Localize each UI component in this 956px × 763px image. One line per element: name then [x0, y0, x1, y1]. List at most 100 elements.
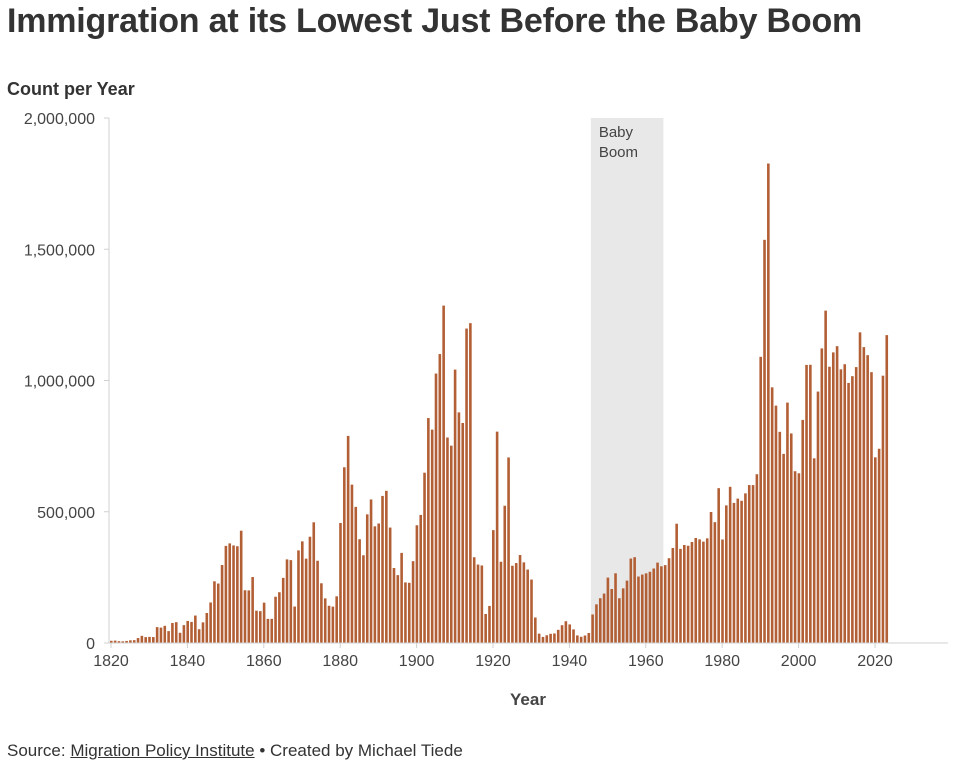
- bar-1971: [686, 545, 690, 643]
- bar-1908: [446, 437, 449, 643]
- bar-1987: [747, 485, 751, 643]
- bar-1997: [786, 402, 789, 643]
- bar-1881: [343, 467, 346, 643]
- bar-1864: [278, 592, 281, 643]
- bar-1977: [709, 511, 713, 643]
- bar-1849: [220, 565, 224, 643]
- bar-1922: [499, 561, 503, 643]
- bar-1890: [377, 523, 380, 643]
- y-tick-label: 2,000,000: [24, 111, 95, 128]
- bar-1944: [583, 635, 587, 643]
- bar-1863: [274, 596, 277, 643]
- bar-1936: [553, 633, 556, 643]
- bar-1829: [144, 637, 147, 643]
- bar-1856: [247, 590, 251, 643]
- y-tick-label: 500,000: [37, 505, 95, 522]
- bar-1935: [549, 633, 552, 643]
- bar-1934: [545, 635, 549, 643]
- bar-1826: [132, 640, 136, 643]
- bar-1943: [579, 636, 583, 643]
- bar-1998: [789, 433, 793, 643]
- y-tick-label: 1,500,000: [24, 242, 95, 259]
- bar-1916: [476, 564, 480, 643]
- bar-1927: [518, 555, 522, 643]
- bar-2006: [820, 348, 824, 643]
- bar-1928: [522, 562, 526, 643]
- y-tick-label: 0: [86, 636, 95, 653]
- bar-1888: [369, 499, 373, 643]
- bar-1951: [610, 589, 614, 643]
- bar-1961: [648, 571, 652, 643]
- bar-1949: [602, 593, 606, 643]
- bar-1931: [534, 617, 537, 643]
- bar-1991: [763, 239, 766, 643]
- bar-1898: [407, 582, 411, 643]
- immigration-bar-chart: Baby Boom 0 500,000 1,000,000 1,500,000 2,000…: [24, 111, 948, 709]
- bar-1860: [262, 602, 266, 643]
- bar-1970: [683, 545, 686, 643]
- bar-1867: [289, 560, 293, 643]
- baby-boom-band-layer: Baby Boom: [590, 118, 664, 643]
- credit-text: Created by Michael Tiede: [270, 741, 463, 760]
- bar-1837: [174, 622, 178, 643]
- bar-1973: [694, 537, 698, 643]
- bar-2022: [881, 375, 885, 643]
- bar-1844: [201, 622, 205, 643]
- bar-1892: [385, 490, 388, 643]
- bar-1823: [121, 641, 125, 643]
- bar-1918: [484, 613, 487, 643]
- bars-layer: [110, 163, 889, 643]
- bar-1875: [320, 583, 323, 643]
- bar-1942: [576, 635, 579, 643]
- bar-2003: [809, 364, 812, 643]
- bar-1948: [598, 598, 602, 643]
- bar-1887: [365, 514, 369, 643]
- bar-2018: [866, 355, 869, 643]
- bar-1845: [205, 612, 209, 643]
- bar-1832: [155, 627, 159, 643]
- bar-1870: [301, 541, 304, 643]
- bar-1893: [388, 527, 392, 643]
- bar-1982: [728, 486, 732, 643]
- bar-1952: [614, 573, 617, 643]
- bar-1839: [182, 625, 186, 643]
- bar-2005: [816, 391, 820, 643]
- bar-1838: [178, 632, 182, 643]
- bar-2011: [839, 369, 843, 643]
- bar-1848: [216, 583, 220, 643]
- bar-1825: [129, 640, 132, 643]
- bar-1862: [270, 618, 274, 643]
- bar-1913: [465, 328, 468, 643]
- bar-2020: [874, 457, 877, 643]
- bar-1966: [667, 558, 671, 643]
- bar-2001: [801, 419, 805, 643]
- bar-1940: [568, 624, 571, 643]
- source-link[interactable]: Migration Policy Institute: [70, 741, 255, 760]
- x-tick-label: 1980: [704, 653, 740, 670]
- bar-1917: [480, 565, 484, 643]
- bar-1859: [258, 611, 262, 643]
- bar-1822: [117, 641, 121, 643]
- bar-1868: [293, 606, 296, 643]
- bar-1880: [339, 522, 342, 643]
- bar-1828: [140, 635, 144, 643]
- bar-1983: [732, 502, 736, 643]
- bar-1976: [705, 538, 709, 643]
- baby-boom-label-line1: Baby: [599, 124, 634, 141]
- bar-1897: [404, 582, 407, 643]
- bar-1858: [255, 610, 258, 643]
- bar-1830: [148, 636, 151, 643]
- bar-1979: [717, 488, 720, 643]
- bar-1833: [159, 627, 163, 643]
- bar-1901: [419, 514, 423, 643]
- bar-1902: [423, 472, 426, 643]
- baby-boom-label-line2: Boom: [599, 144, 638, 161]
- bar-2021: [877, 448, 881, 643]
- bar-1988: [751, 485, 755, 643]
- x-tick-label: 1860: [246, 653, 282, 670]
- bar-1907: [442, 305, 445, 643]
- bar-1933: [541, 636, 545, 643]
- bar-1989: [755, 474, 759, 643]
- bar-1853: [236, 546, 239, 643]
- footer: Source: Migration Policy Institute • Cre…: [7, 741, 463, 761]
